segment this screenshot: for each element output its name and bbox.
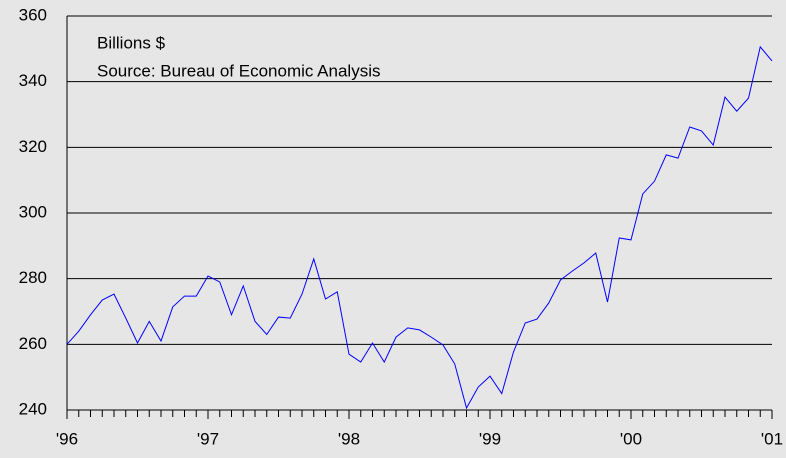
x-tick-label: '97 — [197, 429, 219, 448]
y-tick-label: 320 — [19, 137, 47, 156]
y-tick-label: 240 — [19, 399, 47, 418]
x-tick-label: '99 — [479, 429, 501, 448]
y-tick-label: 300 — [19, 202, 47, 221]
annotation: Billions $ — [97, 33, 166, 52]
x-tick-label: '98 — [338, 429, 360, 448]
y-tick-label: 280 — [19, 268, 47, 287]
data-line — [66, 45, 773, 410]
x-tick-label: '00 — [620, 429, 642, 448]
y-tick-label: 260 — [19, 334, 47, 353]
y-tick-label: 360 — [19, 5, 47, 24]
x-tick-label: '96 — [56, 429, 78, 448]
x-tick-label: '01 — [761, 429, 783, 448]
annotation: Source: Bureau of Economic Analysis — [97, 61, 380, 80]
y-tick-label: 340 — [19, 71, 47, 90]
